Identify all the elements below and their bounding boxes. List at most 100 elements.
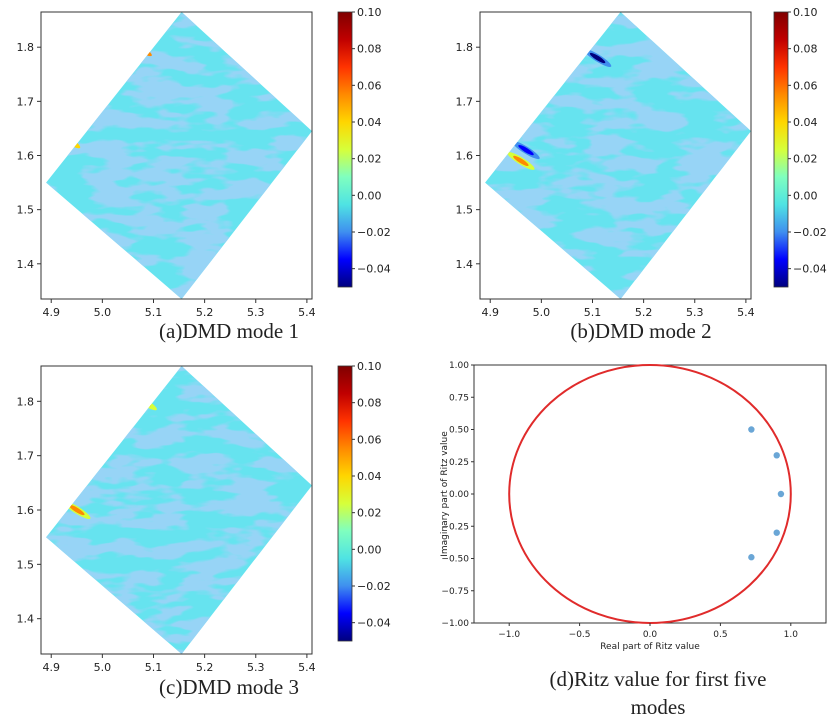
x-tick-label: 4.9 (42, 661, 60, 674)
caption-d-line-1: (d)Ritz value for first five (550, 667, 767, 691)
x-tick-label: 5.4 (737, 306, 755, 319)
mode-feature (69, 504, 85, 516)
colorbar-tick-label: 0.00 (357, 543, 382, 556)
x-tick-label: 5.1 (584, 306, 602, 319)
y-tick-label: 1.8 (17, 41, 35, 54)
caption-b: (b)DMD mode 2 (570, 319, 711, 343)
y-tick-label: −0.25 (441, 522, 469, 532)
y-tick-label: 0.25 (449, 458, 469, 468)
colorbar-tick-label: 0.10 (357, 360, 382, 373)
colorbar-tick-label: −0.04 (357, 263, 391, 276)
colorbar-tick-label: 0.02 (357, 153, 382, 166)
x-tick-label: 0.5 (713, 630, 727, 640)
y-axis-label: Imaginary part of Ritz value (440, 431, 450, 557)
ritz-value-point (777, 490, 785, 498)
x-tick-label: −0.5 (569, 630, 591, 640)
y-tick-label: 0.50 (449, 426, 469, 436)
x-tick-label: 5.2 (196, 306, 214, 319)
y-tick-label: 1.4 (17, 613, 35, 626)
mode-feature (130, 42, 146, 53)
y-tick-label: 1.6 (17, 150, 35, 163)
x-tick-label: 5.0 (94, 306, 112, 319)
y-tick-label: −0.50 (441, 555, 469, 565)
colorbar-tick-label: −0.02 (357, 226, 391, 239)
panel-c-dmd-mode-3: 4.9 5.0 5.1 5.2 5.3 5.4 1.8 1.7 1.6 1.5 1.4 0.10 0.0… (17, 360, 391, 674)
ritz-value-point (748, 554, 755, 561)
x-tick-label: 1.0 (784, 630, 799, 640)
x-tick-label: 5.2 (635, 306, 653, 319)
colorbar (773, 11, 789, 288)
caption-c: (c)DMD mode 3 (159, 675, 299, 699)
caption-a: (a)DMD mode 1 (159, 319, 299, 343)
colorbar-tick-label: 0.06 (357, 79, 382, 92)
x-tick-label: 5.1 (145, 306, 163, 319)
y-tick-label: 1.4 (456, 258, 474, 271)
plot-frame (473, 364, 827, 624)
y-tick-label: 0.75 (449, 393, 469, 403)
ritz-value-point (748, 426, 755, 433)
y-tick-label: −1.00 (441, 619, 469, 629)
colorbar (337, 365, 353, 642)
y-tick-label: −0.75 (441, 587, 469, 597)
colorbar-tick-label: 0.02 (793, 153, 818, 166)
y-tick-label: 1.5 (17, 204, 35, 217)
ritz-value-point (773, 452, 780, 459)
colorbar-tick-label: 0.00 (357, 189, 382, 202)
colorbar-tick-label: 0.06 (357, 433, 382, 446)
colorbar-tick-label: 0.06 (793, 79, 818, 92)
y-tick-label: 1.5 (456, 204, 474, 217)
ritz-value-point (773, 529, 780, 536)
x-tick-label: 5.3 (247, 661, 265, 674)
colorbar-tick-label: 0.08 (793, 43, 818, 56)
y-tick-label: 1.5 (17, 558, 35, 571)
y-tick-label: 1.4 (17, 258, 35, 271)
mode-feature (513, 155, 529, 167)
panel-d-ritz-values: −1.0 −0.5 0.0 0.5 1.0 1.00 0.75 0.50 0.25 0.00 −0.… (440, 361, 827, 652)
mode-feature (589, 52, 606, 64)
colorbar-tick-label: 0.00 (793, 189, 818, 202)
y-tick-label: 1.8 (456, 41, 474, 54)
y-tick-label: 1.7 (17, 450, 35, 463)
panel-b-dmd-mode-2: 4.9 5.0 5.1 5.2 5.3 5.4 1.8 1.7 1.6 1.5 1.4 0.10 0.0… (456, 6, 827, 319)
x-tick-label: 5.3 (686, 306, 704, 319)
mode-feature (58, 134, 75, 145)
colorbar-tick-label: −0.04 (357, 617, 391, 630)
mode-feature-halo (52, 130, 81, 149)
colorbar-tick-label: 0.04 (793, 116, 818, 129)
panel-a-dmd-mode-1: 4.9 5.0 5.1 5.2 5.3 5.4 1.8 1.7 1.6 1.5 1.4 0.10 0.0… (17, 6, 391, 319)
heatmap-texture (46, 12, 312, 299)
y-tick-label: 1.7 (17, 95, 35, 108)
x-tick-label: 5.0 (94, 661, 112, 674)
colorbar-tick-label: −0.02 (357, 580, 391, 593)
x-tick-label: 0.0 (643, 630, 658, 640)
y-tick-label: 1.8 (17, 395, 35, 408)
x-tick-label: 4.9 (481, 306, 499, 319)
colorbar-tick-label: 0.08 (357, 43, 382, 56)
x-tick-label: 5.2 (196, 661, 214, 674)
mode-feature (518, 144, 534, 156)
x-axis-label: Real part of Ritz value (600, 642, 700, 652)
colorbar-tick-label: 0.10 (793, 6, 818, 19)
colorbar (337, 11, 353, 288)
x-tick-label: 5.1 (145, 661, 163, 674)
x-tick-label: −1.0 (498, 630, 520, 640)
colorbar-tick-label: 0.04 (357, 470, 382, 483)
mode-feature (135, 396, 151, 407)
caption-d-line-2: modes (631, 695, 686, 719)
heatmap-texture (485, 12, 751, 299)
colorbar-tick-label: 0.10 (357, 6, 382, 19)
x-tick-label: 5.4 (298, 661, 316, 674)
colorbar-tick-label: 0.04 (357, 116, 382, 129)
x-tick-label: 5.3 (247, 306, 265, 319)
y-tick-label: 1.6 (456, 150, 474, 163)
mode-feature-halo (124, 38, 152, 57)
colorbar-tick-label: −0.04 (793, 263, 827, 276)
colorbar-tick-label: 0.08 (357, 397, 382, 410)
colorbar-tick-label: 0.02 (357, 507, 382, 520)
y-tick-label: 1.00 (449, 361, 469, 371)
x-tick-label: 5.0 (533, 306, 551, 319)
colorbar-tick-label: −0.02 (793, 226, 827, 239)
y-tick-label: 1.6 (17, 504, 35, 517)
x-tick-label: 4.9 (42, 306, 60, 319)
